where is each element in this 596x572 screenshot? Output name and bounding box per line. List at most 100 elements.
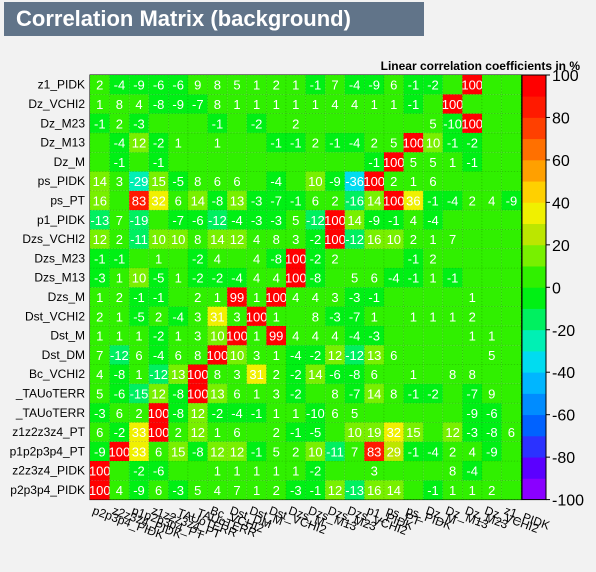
cell-label: 4 (96, 367, 103, 382)
cell-label: 100 (461, 116, 483, 131)
cell-label: 6 (331, 406, 338, 421)
cell-label: -1 (447, 271, 459, 286)
cell-label: 1 (155, 251, 162, 266)
cell-label: 5 (351, 271, 358, 286)
cell-label: 6 (175, 193, 182, 208)
chart-title: Correlation Matrix (background) (4, 2, 424, 36)
cell-label: -3 (172, 483, 184, 498)
cell-label: -3 (94, 271, 106, 286)
heatmap-cell (501, 286, 522, 307)
cell-label: 1 (96, 329, 103, 344)
heatmap-cell (324, 267, 346, 288)
cell-label: 1 (292, 406, 299, 421)
heatmap-cell (266, 344, 287, 365)
cell-label: -1 (368, 155, 380, 170)
heatmap-cell (89, 74, 110, 95)
cell-label: -4 (153, 348, 165, 363)
heatmap-cell (481, 402, 502, 423)
heatmap-cell (422, 460, 444, 481)
heatmap-cell (501, 479, 522, 500)
heatmap-cell (285, 151, 306, 172)
heatmap-cell (422, 74, 444, 95)
heatmap-cell (383, 460, 404, 481)
heatmap-cell (442, 441, 463, 462)
heatmap-cell (266, 402, 287, 423)
cell-label: 1 (292, 97, 299, 112)
heatmap-cell (383, 441, 404, 462)
cell-label: -4 (349, 329, 361, 344)
cell-label: 2 (273, 425, 280, 440)
heatmap-cell (442, 74, 463, 95)
heatmap-cell (168, 306, 189, 327)
heatmap-cell (422, 441, 444, 462)
cell-label: 1 (233, 97, 240, 112)
cell-label: 2 (331, 251, 338, 266)
heatmap-cell (285, 74, 306, 95)
heatmap-cell (187, 74, 208, 95)
cell-label: 8 (194, 348, 201, 363)
cell-label: 100 (148, 425, 170, 440)
heatmap-cell (305, 402, 326, 423)
cell-label: 1 (135, 367, 142, 382)
cell-label: -9 (486, 444, 498, 459)
cell-label: 7 (233, 483, 240, 498)
colorbar-tick-label: 100 (552, 68, 579, 85)
heatmap-cell (442, 383, 463, 404)
heatmap-cell (403, 286, 424, 307)
heatmap-cell (501, 325, 522, 346)
cell-label: 1 (429, 271, 436, 286)
heatmap-cell (364, 306, 385, 327)
cell-label: -2 (192, 271, 204, 286)
heatmap-cell (324, 113, 346, 134)
cell-label: 16 (367, 483, 381, 498)
y-tick-label: Dst_VCHI2 (25, 309, 85, 323)
cell-label: 2 (96, 78, 103, 93)
heatmap-cell (168, 344, 189, 365)
cell-label: 2 (194, 290, 201, 305)
cell-label: -1 (290, 193, 302, 208)
cell-label: 8 (214, 97, 221, 112)
cell-label: 2 (469, 309, 476, 324)
cell-label: 9 (488, 386, 495, 401)
cell-label: -6 (192, 213, 204, 228)
heatmap-cell (481, 94, 502, 114)
cell-label: 4 (253, 251, 260, 266)
cell-label: -8 (153, 97, 165, 112)
colorbar-tick-label: -100 (552, 493, 584, 510)
cell-label: -12 (306, 213, 325, 228)
cell-label: 4 (253, 271, 260, 286)
cell-label: 14 (367, 193, 381, 208)
heatmap-cell (383, 74, 404, 95)
heatmap-cell (168, 286, 189, 307)
cell-label: -8 (349, 367, 361, 382)
cell-label: -11 (326, 444, 344, 459)
heatmap-cell (187, 151, 208, 172)
cell-label: 5 (390, 136, 397, 151)
cell-label: 6 (429, 174, 436, 189)
cell-label: -1 (310, 483, 322, 498)
cell-label: -2 (466, 136, 478, 151)
heatmap-cell (364, 344, 385, 365)
cell-label: 5 (96, 386, 103, 401)
cell-label: 1 (175, 136, 182, 151)
y-tick-label: Dz_VCHI2 (28, 97, 85, 111)
heatmap-cell (207, 306, 228, 327)
colorbar-tick-label: -20 (552, 323, 575, 340)
cell-label: -3 (251, 193, 263, 208)
cell-label: 1 (96, 290, 103, 305)
heatmap-cell (442, 248, 463, 269)
cell-label: 3 (331, 290, 338, 305)
heatmap-cell (148, 441, 169, 462)
cell-label: -2 (427, 78, 439, 93)
cell-label: -9 (466, 406, 478, 421)
heatmap-cell (383, 325, 404, 346)
cell-label: 14 (93, 174, 107, 189)
cell-label: 8 (214, 78, 221, 93)
cell-label: -9 (329, 174, 341, 189)
cell-label: 10 (308, 444, 322, 459)
cell-label: 2 (449, 444, 456, 459)
cell-label: -1 (447, 136, 459, 151)
heatmap-cell (462, 306, 483, 327)
cell-label: -6 (153, 464, 165, 479)
heatmap-cell (481, 364, 502, 385)
